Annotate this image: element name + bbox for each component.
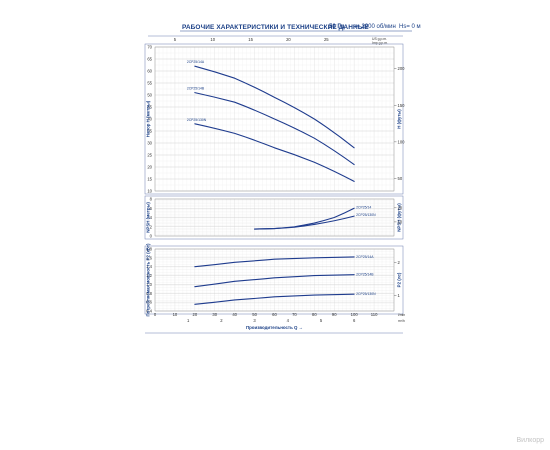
x-tick-label: 30 xyxy=(212,312,217,317)
right-tick-label: 200 xyxy=(398,66,406,71)
x-tick-label: 20 xyxy=(192,312,197,317)
y-tick-label: 45 xyxy=(147,105,152,110)
y-tick-label: 0.6 xyxy=(146,300,152,305)
x-axis-label: Производительность Q → xyxy=(246,325,303,330)
right-tick-label: 50 xyxy=(398,176,403,181)
x-axis-unit-label: l/min xyxy=(398,313,405,317)
x-tick-label: 60 xyxy=(272,312,277,317)
x-tick-label: 100 xyxy=(351,312,359,317)
y-tick-label: 25 xyxy=(147,153,152,158)
panel-frame xyxy=(144,195,404,240)
series-label: 2CP25/130N xyxy=(356,213,376,217)
frequency-value: 50 Гц xyxy=(329,24,345,30)
x-tick-label: 70 xyxy=(292,312,297,317)
x-tick-label: 80 xyxy=(312,312,317,317)
top-axis-unit-label: Imp g.p.m. xyxy=(372,41,388,45)
y-tick-label: 65 xyxy=(147,57,152,62)
y-tick-label: 40 xyxy=(147,117,152,122)
x-tick-label: 40 xyxy=(232,312,237,317)
top-axis-tick-label: 5 xyxy=(174,37,177,42)
y-tick-label: 8 xyxy=(150,197,153,202)
y-axis-label: Напор H (метры) xyxy=(146,100,151,137)
y-tick-label: 0 xyxy=(150,234,153,239)
y-tick-label: 70 xyxy=(147,45,152,50)
series-line xyxy=(194,92,355,166)
top-axis-unit-label: US g.p.m. xyxy=(372,37,387,41)
x2-axis-unit-label: m³/h xyxy=(398,319,405,323)
x2-tick-label: 5 xyxy=(320,318,323,323)
series-label: 2CP25/14A xyxy=(187,60,205,64)
plot-border xyxy=(154,46,395,192)
suction-head-label: Hs= 0 м xyxy=(399,24,421,30)
series-label: 2CP25/130N xyxy=(187,118,207,122)
top-axis-tick-label: 10 xyxy=(210,37,215,42)
y-tick-label: 30 xyxy=(147,141,152,146)
watermark: Вилкорр xyxy=(516,437,544,444)
frequency-label: 50 Гц xyxy=(329,24,344,30)
series-label: 2CP25/14B xyxy=(356,273,374,277)
series-label: 2CP25/130N xyxy=(356,292,376,296)
plot-border xyxy=(154,198,395,237)
series-label: 2CP25/14A xyxy=(356,255,374,259)
y-axis-label-right: P2 (лс) xyxy=(397,272,402,287)
x-tick-label: 10 xyxy=(173,312,178,317)
right-tick-label: 2 xyxy=(398,260,401,265)
speed-label: n= 2900 об/мин xyxy=(353,24,396,30)
panel-frame xyxy=(144,43,404,195)
y-tick-label: 15 xyxy=(147,177,152,182)
chart-title: РАБОЧИЕ ХАРАКТЕРИСТИКИ И ТЕХНИЧЕСКИЕ ДАН… xyxy=(182,24,369,31)
right-tick-label: 1 xyxy=(398,293,401,298)
y-tick-label: 4 xyxy=(150,215,153,220)
y-tick-label: 0.4 xyxy=(146,309,152,314)
right-tick-label: 100 xyxy=(398,139,406,144)
y-tick-label: 1.6 xyxy=(146,255,152,260)
top-axis-tick-label: 25 xyxy=(324,37,329,42)
x2-tick-label: 2 xyxy=(220,318,223,323)
y-tick-label: 1.4 xyxy=(146,264,152,269)
y-tick-label: 2 xyxy=(150,224,153,229)
x2-tick-label: 1 xyxy=(187,318,190,323)
series-line xyxy=(194,123,355,182)
series-line xyxy=(194,274,355,288)
y-axis-label: Потребляемая мощность P2 (кВт) xyxy=(146,243,151,317)
right-tick-label: 10 xyxy=(398,219,403,224)
y-axis-label-right: H (футы) xyxy=(397,109,402,129)
y-tick-label: 1.2 xyxy=(146,273,152,278)
y-tick-label: 0.8 xyxy=(146,291,152,296)
right-tick-label: 20 xyxy=(398,205,403,210)
x2-tick-label: 6 xyxy=(353,318,356,323)
y-tick-label: 6 xyxy=(150,206,153,211)
y-tick-label: 50 xyxy=(147,93,152,98)
panel-frame xyxy=(144,245,404,315)
y-tick-label: 10 xyxy=(147,189,152,194)
top-axis-tick-label: 20 xyxy=(286,37,291,42)
series-line xyxy=(254,215,355,230)
plot-border xyxy=(154,248,395,312)
y-tick-label: 55 xyxy=(147,81,152,86)
x2-tick-label: 3 xyxy=(253,318,256,323)
series-label: 2CP25/14B xyxy=(187,87,205,91)
series-line xyxy=(194,256,355,268)
x-tick-label: 0 xyxy=(154,312,157,317)
y-tick-label: 20 xyxy=(147,165,152,170)
x-tick-label: 90 xyxy=(332,312,337,317)
y-axis-label: NPSH (метры) xyxy=(146,202,151,233)
y-tick-label: 60 xyxy=(147,69,152,74)
series-line xyxy=(194,65,355,149)
x2-tick-label: 4 xyxy=(287,318,290,323)
x-tick-label: 110 xyxy=(371,312,378,317)
right-tick-label: 150 xyxy=(398,103,406,108)
y-axis-label-right: NPSH (футы) xyxy=(397,203,402,232)
series-line xyxy=(194,293,355,305)
top-axis-tick-label: 15 xyxy=(248,37,253,42)
y-tick-label: 1.0 xyxy=(146,282,152,287)
y-tick-label: 35 xyxy=(147,129,152,134)
x-tick-label: 50 xyxy=(252,312,257,317)
series-label: 2CP25/14 xyxy=(356,205,371,209)
y-tick-label: 1.8 xyxy=(146,247,152,252)
